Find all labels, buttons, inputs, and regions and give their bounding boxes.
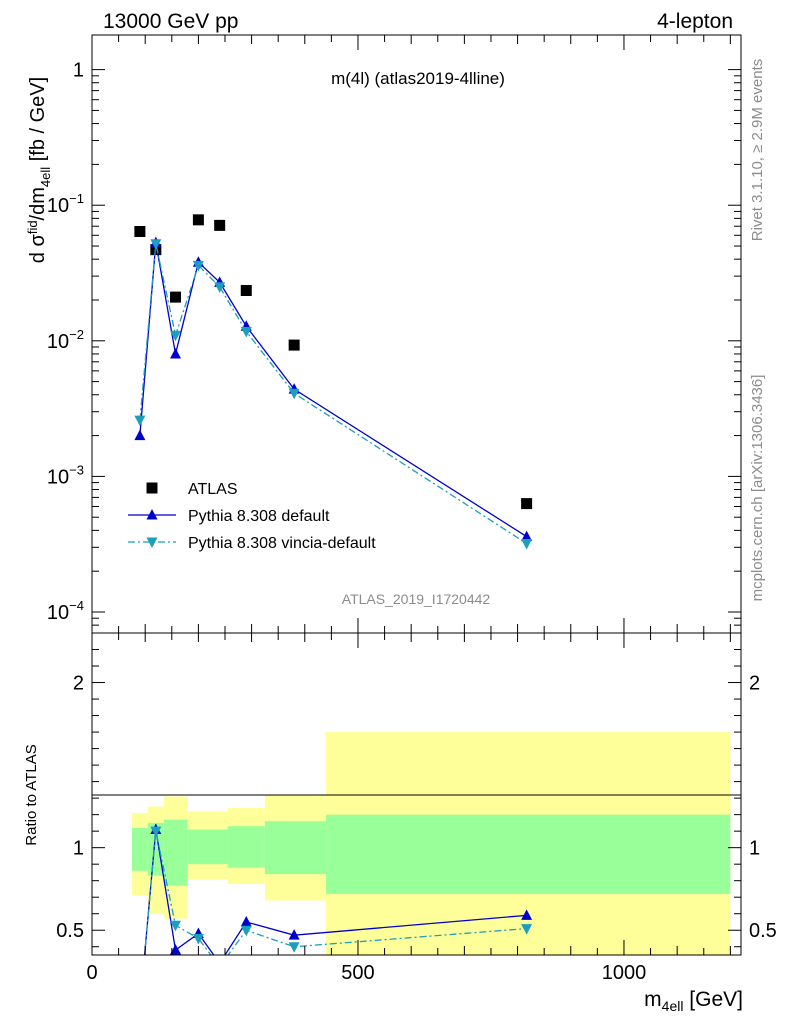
process-label: 4-lepton — [657, 10, 733, 33]
upper-axis-ticks: 10−4 10−3 10−2 10−1 1 — [47, 60, 741, 634]
x-tick-label: 0 — [86, 962, 97, 984]
beam-label: 13000 GeV pp — [103, 10, 238, 33]
upper-y-tick-label: 10−2 — [47, 327, 84, 353]
lower-data-marks — [143, 823, 533, 955]
ratio-point-default — [240, 915, 252, 927]
upper-y-axis-label: d σfid/dm4ell [fb / GeV] — [25, 77, 53, 263]
x-tick-label: 1000 — [602, 962, 647, 984]
data-point-vincia — [134, 415, 146, 427]
ratio-point-vincia — [170, 920, 182, 932]
data-point-vincia — [288, 388, 300, 400]
green-band — [326, 814, 731, 894]
ratio-point-vincia — [150, 826, 162, 838]
data-point-default — [521, 530, 533, 542]
ratio-point-default — [521, 909, 533, 920]
data-point-atlas — [192, 214, 204, 226]
legend-marker-default — [146, 509, 158, 520]
data-point-vincia — [240, 327, 252, 338]
lower-frame — [91, 632, 742, 956]
series-line-default — [139, 242, 527, 538]
x-axis-label: m4ell [GeV] — [644, 988, 743, 1014]
ratio-line-default — [143, 829, 527, 955]
ratio-point-vincia — [521, 924, 533, 935]
ratio-point-vincia — [192, 933, 204, 945]
lower-y-tick-label-right: 1 — [749, 838, 760, 860]
data-point-atlas — [521, 498, 533, 510]
data-point-default — [134, 429, 146, 441]
data-point-vincia — [170, 330, 182, 342]
data-point-atlas — [288, 339, 300, 351]
series-line-vincia — [139, 243, 527, 545]
mcplots-label: mcplots.cern.ch [arXiv:1306.3436] — [749, 375, 766, 602]
upper-y-tick-label: 1 — [73, 60, 84, 82]
green-band — [187, 829, 228, 865]
green-band — [147, 822, 164, 876]
data-point-vincia — [150, 239, 162, 250]
chart-title: m(4l) (atlas2019-4lline) — [331, 69, 505, 88]
lower-y-tick-label: 1 — [73, 838, 84, 860]
lower-y-tick-label-right: 2 — [749, 673, 760, 695]
legend-marker-atlas — [146, 482, 158, 494]
analysis-label: ATLAS_2019_I1720442 — [342, 591, 491, 607]
lower-panel: 0.5 0.5 1 1 2 2 Ratio to ATLAS — [23, 632, 777, 956]
rivet-version-label: Rivet 3.1.10, ≥ 2.9M events — [749, 59, 766, 242]
data-point-atlas — [240, 284, 252, 296]
ratio-point-vincia — [288, 942, 300, 953]
ratio-point-vincia — [240, 925, 252, 937]
data-point-atlas — [170, 291, 182, 303]
upper-panel: 10−4 10−3 10−2 10−1 1 m(4l) (atlas2019-4llin… — [25, 34, 742, 634]
green-band — [264, 821, 327, 875]
data-point-vincia — [521, 538, 533, 550]
green-band — [227, 826, 265, 868]
lower-y-tick-label: 2 — [73, 673, 84, 695]
green-band — [131, 827, 148, 871]
ratio-line-vincia — [143, 831, 527, 955]
legend-marker-vincia — [146, 537, 158, 548]
lower-axis-ticks: 0.5 0.5 1 1 2 2 — [56, 649, 777, 948]
upper-y-tick-label: 10−4 — [47, 598, 84, 624]
data-point-vincia — [192, 260, 204, 272]
legend-label-vincia: Pythia 8.308 vincia-default — [188, 535, 376, 552]
ratio-point-default — [288, 929, 300, 940]
upper-y-tick-label: 10−3 — [47, 462, 84, 488]
data-point-default — [170, 347, 182, 359]
lower-y-axis-label: Ratio to ATLAS — [23, 744, 40, 845]
x-tick-label: 500 — [341, 962, 374, 984]
upper-data-marks — [134, 214, 533, 550]
uncertainty-bands — [131, 732, 731, 955]
data-point-atlas — [134, 225, 146, 237]
legend: ATLAS Pythia 8.308 default Pythia 8.308 vi… — [128, 481, 376, 552]
ratio-point-default — [170, 944, 182, 955]
upper-y-tick-label: 10−1 — [47, 191, 84, 217]
lower-y-tick-label-right: 0.5 — [749, 920, 777, 942]
lower-y-tick-label: 0.5 — [56, 920, 84, 942]
x-axis-ticks: 0 500 1000 — [86, 35, 731, 984]
data-point-atlas — [214, 219, 226, 231]
legend-label-atlas: ATLAS — [188, 481, 238, 498]
legend-label-default: Pythia 8.308 default — [188, 508, 330, 525]
data-point-vincia — [214, 282, 226, 293]
green-band — [163, 819, 188, 886]
